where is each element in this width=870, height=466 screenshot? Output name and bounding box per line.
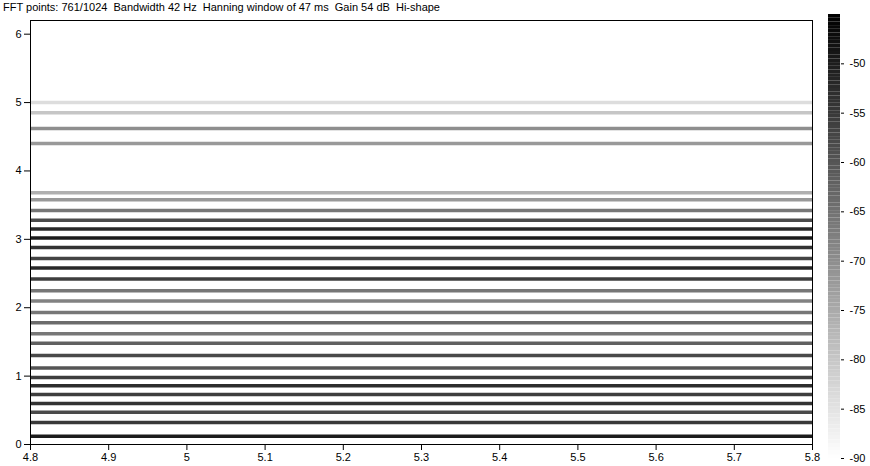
svg-text:4.8: 4.8 [23,451,38,463]
svg-text:6: 6 [15,28,21,40]
svg-text:5.4: 5.4 [492,451,507,463]
svg-text:5: 5 [15,96,21,108]
svg-text:-85: -85 [850,403,866,415]
svg-text:-60: -60 [850,156,866,168]
svg-text:5.3: 5.3 [414,451,429,463]
svg-text:1: 1 [15,370,21,382]
svg-text:5.6: 5.6 [648,451,663,463]
svg-text:-65: -65 [850,205,866,217]
svg-text:4: 4 [15,164,21,176]
svg-text:5: 5 [184,451,190,463]
svg-text:0: 0 [15,438,21,450]
svg-text:5.5: 5.5 [570,451,585,463]
svg-text:-75: -75 [850,304,866,316]
svg-text:5.1: 5.1 [257,451,272,463]
svg-text:3: 3 [15,233,21,245]
svg-text:4.9: 4.9 [101,451,116,463]
svg-text:-55: -55 [850,107,866,119]
svg-text:5.7: 5.7 [727,451,742,463]
svg-text:-70: -70 [850,255,866,267]
svg-text:-50: -50 [850,57,866,69]
svg-text:-80: -80 [850,353,866,365]
svg-text:-90: -90 [850,452,866,464]
svg-text:5.2: 5.2 [336,451,351,463]
html-text:FFT points: 761/1024 Bandwidth: FFT points: 761/1024 Bandwidth 42 Hz Han… [3,1,440,13]
svg-text:2: 2 [15,301,21,313]
svg-text:5.8: 5.8 [805,451,820,463]
